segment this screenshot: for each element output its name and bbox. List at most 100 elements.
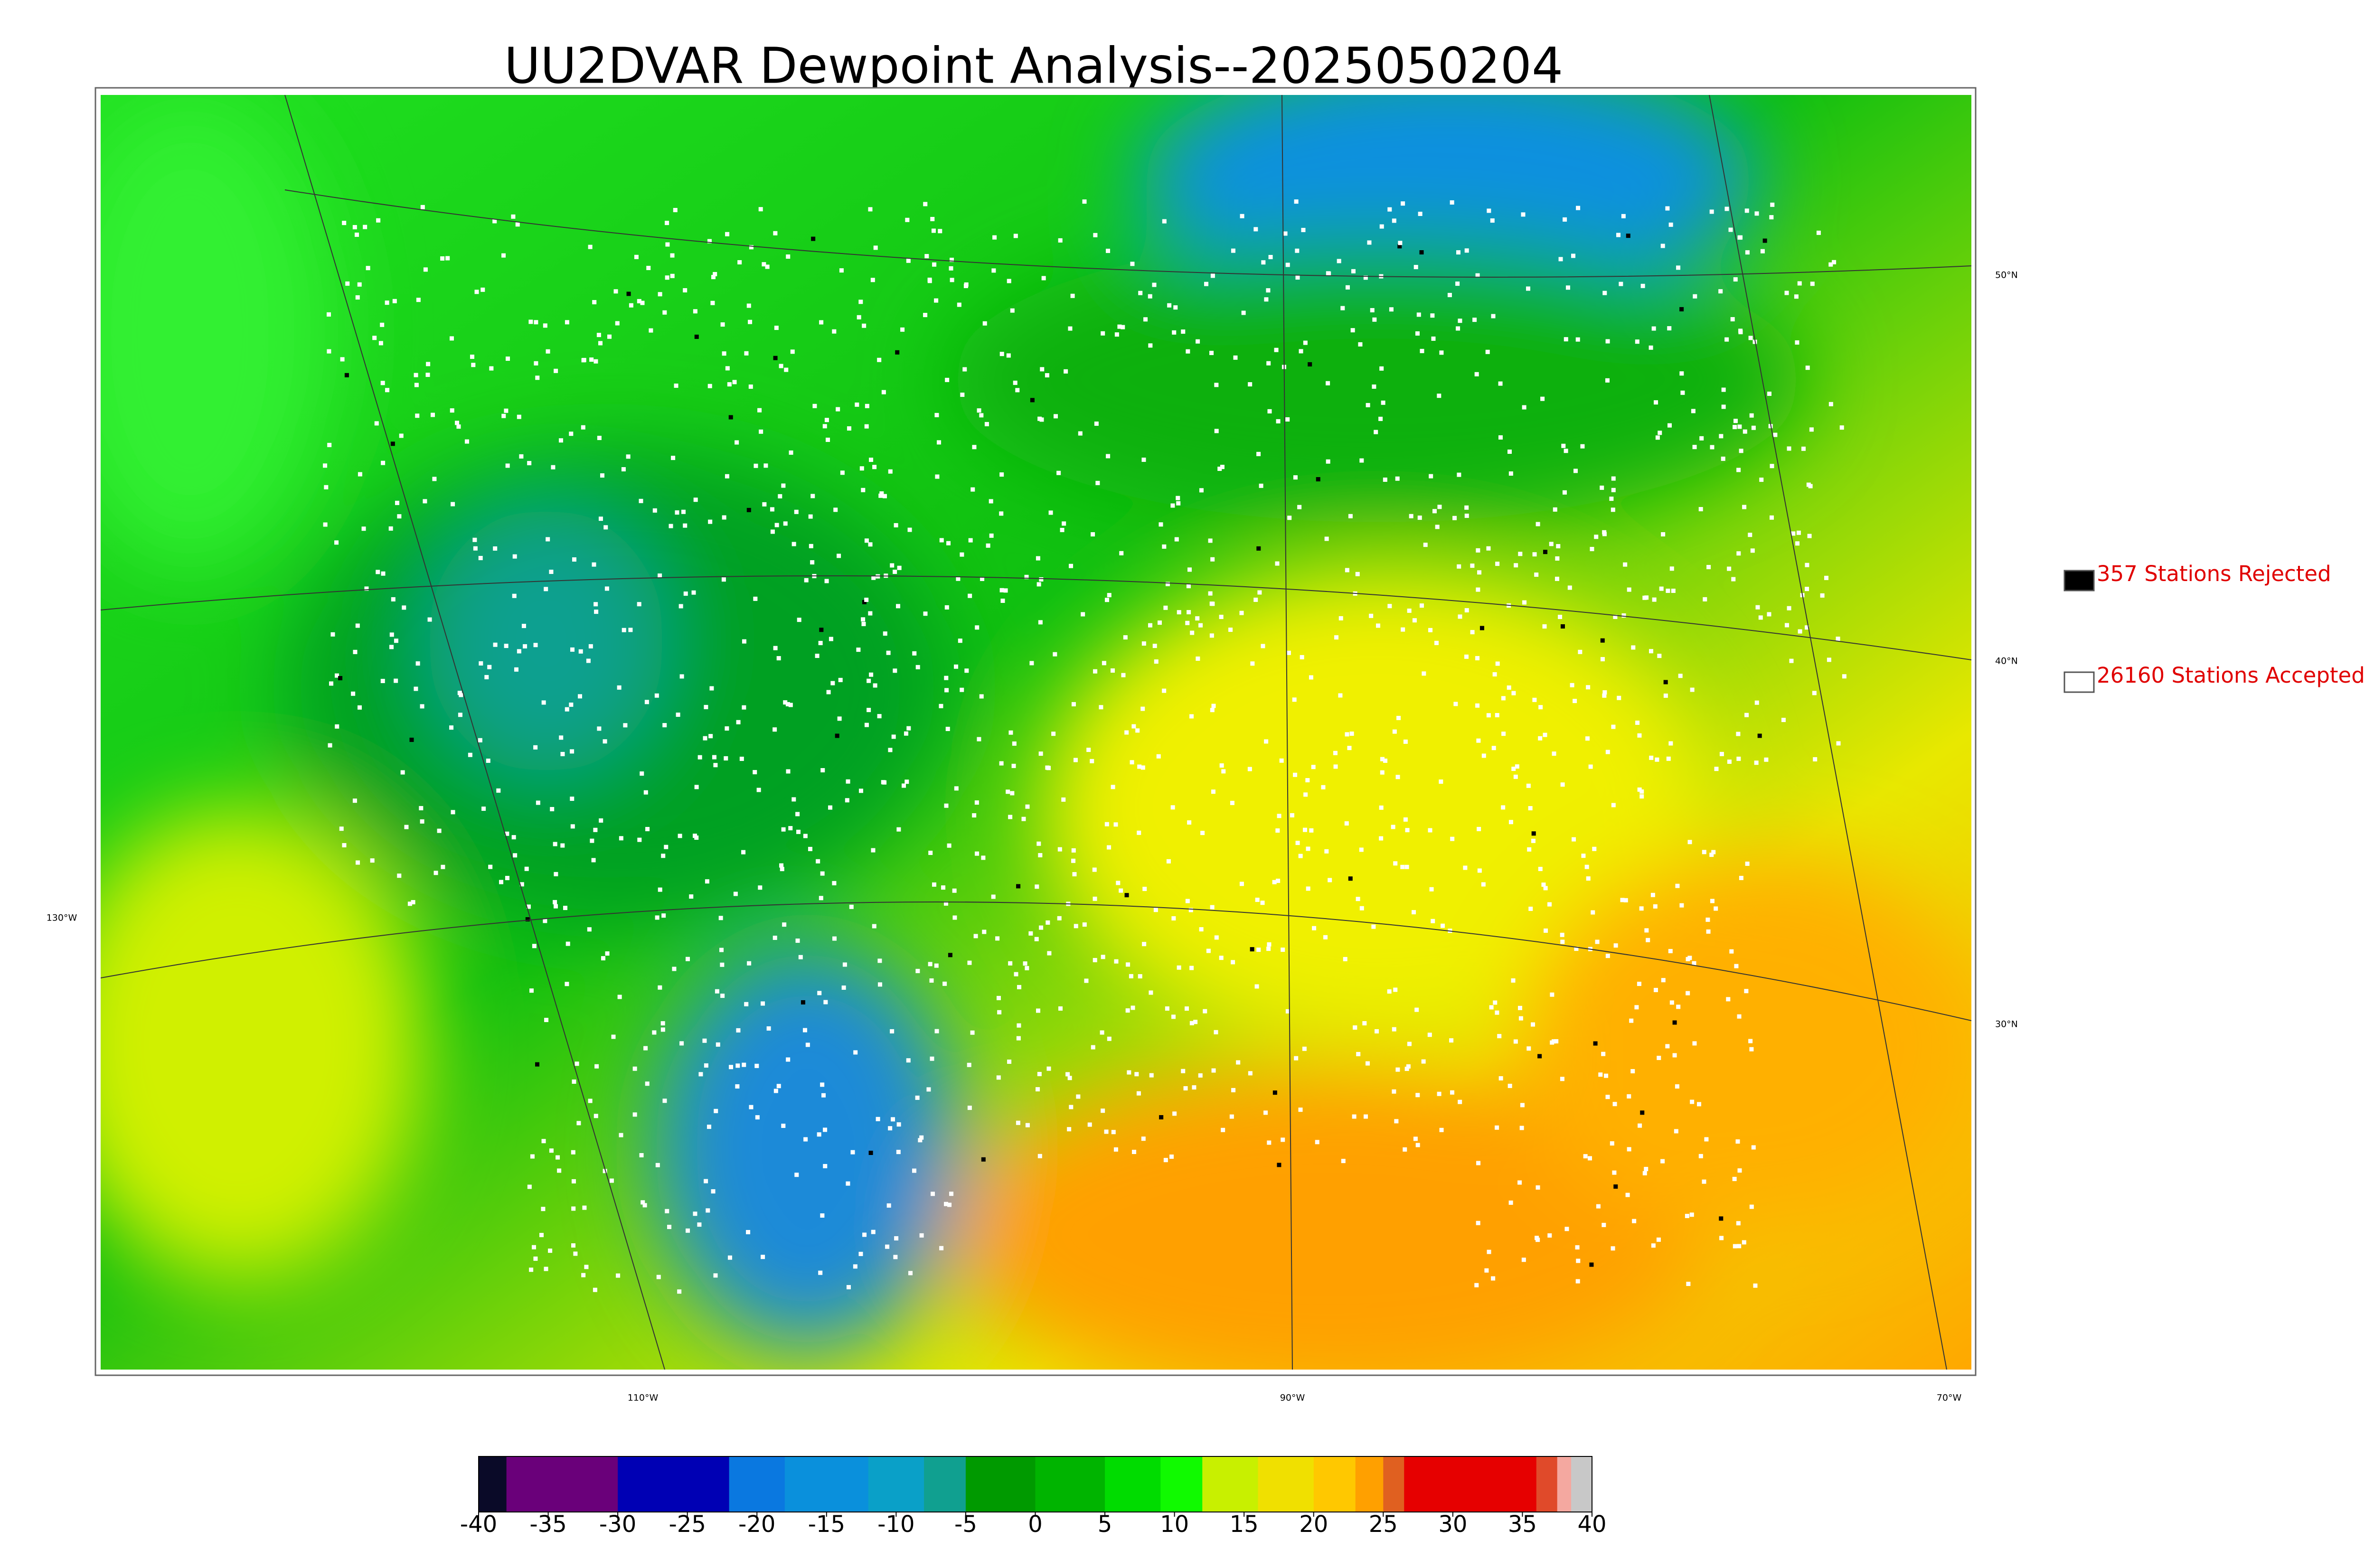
station-dot — [1558, 615, 1563, 620]
station-dot — [758, 207, 763, 212]
station-dot — [1668, 222, 1673, 227]
station-dot — [1563, 217, 1567, 222]
station-dot — [486, 758, 490, 763]
station-dot — [877, 958, 882, 963]
station-dot — [1588, 764, 1593, 769]
station-dot — [1528, 906, 1533, 911]
station-dot — [1435, 525, 1440, 529]
station-dot — [862, 600, 867, 604]
station-dot — [893, 570, 897, 574]
station-dot — [1665, 1044, 1670, 1049]
station-dot — [1484, 1268, 1489, 1273]
station-dot — [1726, 997, 1731, 1002]
station-dot — [869, 672, 874, 677]
station-dot — [870, 278, 875, 282]
station-dot — [1012, 741, 1017, 746]
station-dot — [999, 511, 1004, 516]
station-dot — [324, 485, 329, 489]
station-dot — [1419, 603, 1424, 608]
station-dot — [1039, 925, 1044, 930]
station-dot — [661, 854, 666, 858]
station-dot — [1558, 257, 1563, 262]
station-dot — [824, 418, 829, 423]
station-dot — [950, 257, 954, 262]
station-dot — [665, 221, 669, 225]
station-dot — [1091, 1045, 1095, 1050]
station-dot — [930, 216, 935, 221]
station-dot — [883, 631, 887, 636]
station-dot — [1511, 978, 1516, 983]
station-dot — [557, 1168, 562, 1173]
station-dot — [1596, 1204, 1601, 1209]
station-dot — [1209, 633, 1214, 638]
station-dot — [1305, 778, 1310, 782]
station-dot — [1148, 294, 1152, 299]
station-dot — [923, 611, 928, 616]
station-dot — [679, 1041, 684, 1046]
station-dot — [327, 312, 331, 317]
station-dot — [1464, 513, 1469, 518]
station-dot — [926, 1087, 931, 1092]
station-dot — [358, 472, 362, 477]
station-dot — [934, 298, 939, 303]
station-dot — [732, 380, 737, 385]
station-dot — [972, 813, 977, 818]
station-dot — [1172, 1111, 1177, 1116]
station-dot — [1600, 638, 1605, 643]
station-dot — [1758, 615, 1763, 620]
station-dot — [629, 303, 633, 308]
station-dot — [683, 288, 688, 292]
station-dot — [1727, 759, 1732, 764]
station-dot — [724, 756, 728, 761]
station-dot — [795, 812, 800, 817]
station-dot — [455, 421, 460, 425]
station-dot — [1011, 763, 1016, 768]
station-dot — [888, 748, 893, 752]
station-dot — [779, 364, 783, 368]
station-dot — [1750, 548, 1755, 553]
station-dot — [1309, 828, 1314, 833]
station-dot — [754, 463, 758, 468]
station-dot — [968, 538, 973, 543]
station-dot — [1612, 1102, 1617, 1107]
station-dot — [1119, 551, 1124, 555]
station-dot — [1162, 688, 1167, 693]
station-dot — [788, 826, 793, 831]
station-dot — [534, 320, 538, 325]
station-dot — [1672, 1053, 1677, 1058]
station-dot — [546, 349, 550, 354]
station-dot — [888, 469, 893, 474]
station-dot — [1573, 699, 1577, 704]
station-dot — [1267, 1140, 1272, 1145]
station-dot — [886, 1203, 891, 1208]
station-dot — [1086, 748, 1091, 752]
station-dot — [1737, 1244, 1742, 1249]
station-dot — [665, 242, 670, 247]
station-dot — [711, 275, 716, 280]
colorbar-tick-label: 25 — [1369, 1511, 1398, 1538]
station-dot — [1392, 218, 1396, 223]
station-dot — [1649, 649, 1654, 654]
station-dot — [1259, 483, 1263, 488]
station-dot — [1748, 336, 1753, 340]
station-dot — [1567, 585, 1572, 590]
station-dot — [952, 888, 957, 893]
station-dot — [896, 827, 901, 832]
station-dot — [832, 881, 837, 885]
station-dot — [1256, 451, 1261, 456]
station-dot — [879, 491, 884, 496]
station-dot — [1656, 1237, 1661, 1242]
station-dot — [1602, 690, 1607, 695]
lon-label: 90°W — [1280, 1393, 1305, 1403]
station-dot — [1501, 805, 1506, 810]
station-dot — [1476, 548, 1480, 553]
station-dot — [686, 1228, 690, 1233]
station-dot — [1532, 552, 1537, 557]
station-dot — [1047, 951, 1052, 956]
station-dot — [949, 1192, 954, 1196]
station-dot — [380, 381, 385, 385]
station-dot — [891, 1117, 895, 1122]
station-dot — [1553, 507, 1557, 512]
station-dot — [820, 871, 825, 876]
station-dot — [1754, 761, 1759, 765]
